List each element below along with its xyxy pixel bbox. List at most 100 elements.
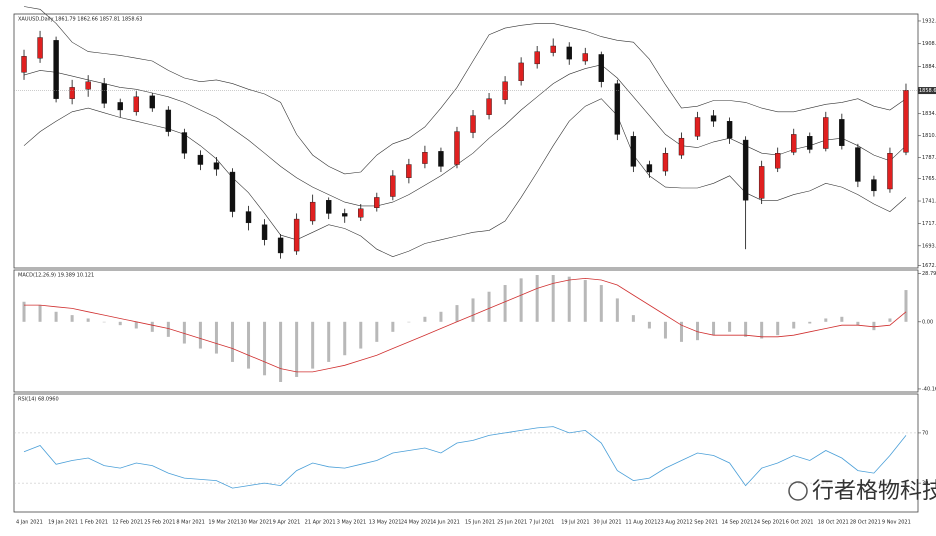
bollinger-upper-band [23,6,907,175]
macd-bar [407,321,411,323]
macd-bar [551,275,555,322]
watermark-icon [788,481,808,501]
macd-bar [150,321,154,332]
macd-bar [38,305,42,322]
rsi-line [23,426,907,489]
macd-bar [872,321,876,331]
y-tick-label: 1717.40 [922,221,936,227]
candle-body [582,53,588,62]
candle-body [358,208,364,218]
candle-body [454,131,460,165]
x-tick-label: 1 Feb 2021 [80,520,108,526]
x-tick-label: 12 Feb 2021 [112,520,143,526]
macd-bar [182,321,186,344]
macd-bar [230,321,234,362]
bollinger-middle-band [23,64,907,207]
y-tick-label: 28.791 [922,271,936,277]
macd-bar [134,321,138,329]
candle-body [53,40,59,99]
macd-bar [391,321,395,332]
macd-panel [13,269,919,393]
x-tick-label: 7 Jul 2021 [529,520,554,526]
last-price-box [918,87,936,95]
macd-bar [760,321,764,339]
macd-bar [247,321,251,369]
macd-bar [166,321,170,337]
macd-bar [198,321,202,349]
macd-bar [439,311,443,322]
x-tick-label: 24 May 2021 [401,520,434,526]
macd-bar [599,285,603,322]
macd-bar [70,315,74,322]
y-tick-label: 1741.20 [922,199,936,205]
macd-bar [904,290,908,322]
macd-bar [375,321,379,342]
candle-body [181,132,188,154]
candle-body [197,154,204,165]
watermark: 行者格物科技 [788,479,936,504]
candle-body [807,136,813,150]
candle-body [758,166,765,199]
macd-bar [583,280,587,322]
candle-body [823,117,829,149]
x-tick-label: 6 Oct 2021 [786,520,814,526]
last-price-label: 1858.63 [919,88,936,94]
macd-bar [615,298,619,322]
candle-body [406,164,412,178]
candle-body [245,211,252,224]
y-tick-label: 1693.60 [922,243,936,249]
macd-bar [263,321,267,376]
x-tick-label: 18 Oct 2021 [818,520,849,526]
macd-bar [519,278,523,322]
macd-bar [808,321,812,324]
candle-body [165,109,172,132]
y-tick-label: 1908.40 [922,41,936,47]
rsi-panel-title: RSI(14) 68.0960 [18,397,59,403]
macd-bar [471,298,475,322]
candle-body [871,179,877,192]
candle-body [470,115,476,133]
candle-body [518,62,524,81]
candle-body [438,151,444,167]
y-tick-label: 1932.60 [922,18,936,24]
candle-body [37,37,43,59]
candle-body [742,139,749,201]
candle-body [342,213,348,217]
macd-bar [744,321,748,337]
candle-body [710,115,717,122]
candle-body [630,136,637,167]
macd-bar [343,321,347,356]
candle-body [277,237,284,254]
macd-bar [647,321,651,329]
price-panel-title: XAUUSD,Daily 1861.79 1862.66 1857.81 185… [18,17,143,23]
macd-bar [455,305,459,322]
macd-signal-line [24,277,907,373]
candle-body [309,201,316,222]
macd-bar [776,321,780,336]
x-tick-label: 15 Jun 2021 [465,520,495,526]
macd-bar [712,321,716,336]
candle-body [534,51,540,65]
macd-bar [423,316,427,322]
candle-body [69,87,75,99]
y-tick-label: 30 [922,481,928,487]
candle-body [855,147,861,182]
candle-body [486,98,492,115]
macd-bar [679,321,683,342]
candle-body [839,119,845,146]
macd-bar [728,321,732,332]
x-tick-label: 30 Mar 2021 [241,520,273,526]
x-tick-label: 3 May 2021 [337,520,366,526]
x-tick-label: 28 Oct 2021 [850,520,881,526]
x-tick-label: 24 Sep 2021 [754,520,786,526]
macd-bar [535,275,539,322]
x-tick-label: 19 Jul 2021 [561,520,589,526]
macd-bar [631,315,635,322]
x-tick-label: 2 Sep 2021 [690,520,719,526]
candle-body [662,153,669,172]
macd-bar [792,321,796,329]
candle-body [726,121,733,139]
candle-body [598,54,605,82]
candle-body [133,96,139,113]
